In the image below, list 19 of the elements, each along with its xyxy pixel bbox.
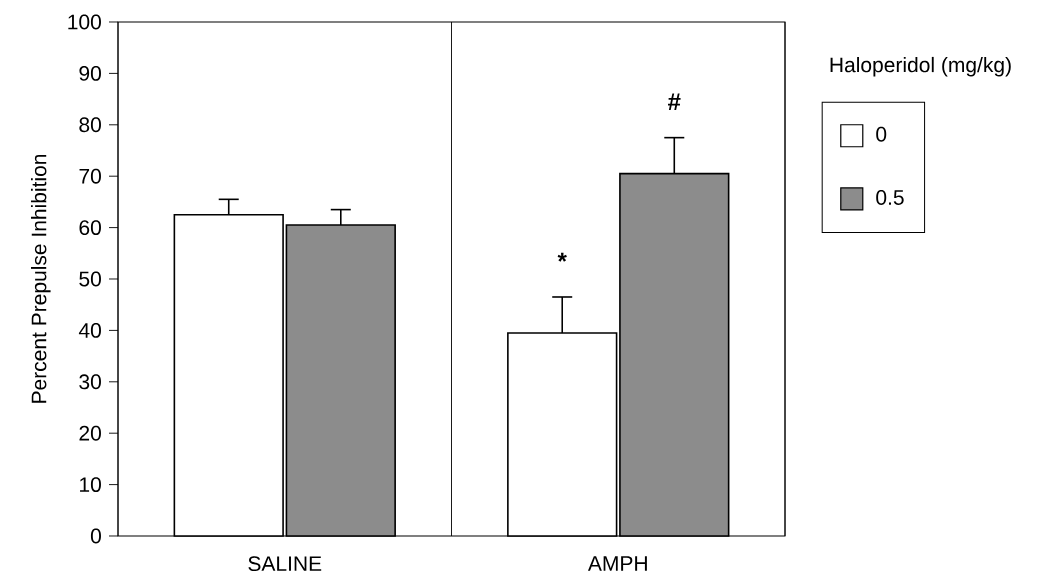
x-tick-label: SALINE xyxy=(248,556,322,572)
y-tick-label: 0 xyxy=(90,528,101,544)
y-tick-label: 90 xyxy=(79,65,101,81)
y-tick-label: 20 xyxy=(79,425,101,441)
y-tick-label: 70 xyxy=(79,168,101,184)
annotation: # xyxy=(668,93,681,110)
y-tick-label: 10 xyxy=(80,477,101,493)
y-axis-title: Percent Prepulse Inhibition xyxy=(30,154,51,403)
y-tick-label: 30 xyxy=(79,374,101,390)
legend-label: 0 xyxy=(876,126,887,142)
y-tick-label: 50 xyxy=(79,271,101,287)
x-tick-label: AMPH xyxy=(587,556,647,571)
y-tick-label: 40 xyxy=(78,322,101,338)
legend-title: Haloperidol (mg/kg) xyxy=(830,56,1011,77)
y-tick-label: 60 xyxy=(79,220,101,236)
y-tick-label: 80 xyxy=(79,117,101,133)
legend-label: 0.5 xyxy=(876,190,904,205)
annotation: * xyxy=(557,252,567,262)
y-tick-label: 100 xyxy=(68,14,101,30)
